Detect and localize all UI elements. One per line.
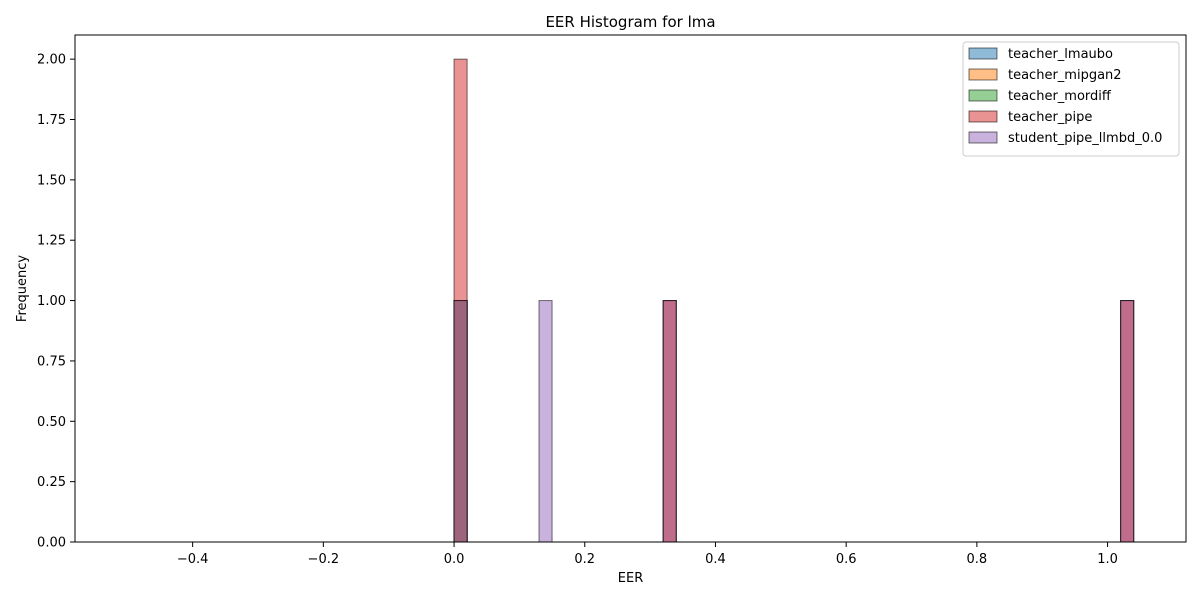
y-axis-label: Frequency — [15, 255, 30, 322]
y-ticks: 0.00 0.25 0.50 0.75 1.00 1.25 1.50 1.75 2.00 — [37, 53, 75, 551]
y-tick-label: 1.00 — [37, 294, 66, 309]
x-tick-label: 1.0 — [1097, 552, 1118, 567]
x-tick-label: 0.2 — [574, 552, 595, 567]
legend-swatch-teacher_mordiff — [968, 89, 998, 102]
bar-student_pipe_llmbd_0.0-2 — [662, 300, 677, 543]
x-tick-label: 0.8 — [967, 552, 988, 567]
legend-swatch-teacher_lmaubo — [968, 47, 998, 60]
y-tick-label: 0.00 — [37, 536, 66, 551]
chart-title: EER Histogram for lma — [545, 13, 715, 31]
bar-student_pipe_llmbd_0.0-3 — [1120, 300, 1135, 543]
y-tick-label: 1.50 — [37, 173, 66, 188]
legend-swatch-teacher_mipgan2 — [968, 68, 998, 81]
x-tick-label: 0.4 — [705, 552, 726, 567]
legend-swatch-teacher_pipe — [968, 110, 998, 123]
y-tick-label: 0.75 — [37, 354, 66, 369]
x-axis-label: EER — [618, 571, 643, 586]
legend-label-teacher_pipe: teacher_pipe — [1008, 110, 1092, 125]
y-tick-label: 0.50 — [37, 415, 66, 430]
y-tick-label: 1.75 — [37, 113, 66, 128]
legend-label-student_pipe_llmbd_0.0: student_pipe_llmbd_0.0 — [1008, 131, 1162, 146]
legend-frame — [962, 41, 1180, 157]
bar-student_pipe_llmbd_0.0-1 — [538, 300, 553, 543]
legend-label-teacher_mordiff: teacher_mordiff — [1008, 89, 1112, 104]
x-tick-label: 0.6 — [836, 552, 857, 567]
y-tick-label: 0.25 — [37, 475, 66, 490]
bar-student_pipe_llmbd_0.0-0 — [453, 300, 468, 543]
legend-label-teacher_mipgan2: teacher_mipgan2 — [1008, 68, 1122, 83]
y-tick-label: 2.00 — [37, 53, 66, 68]
x-tick-label: −0.4 — [177, 552, 209, 567]
x-tick-label: 0.0 — [444, 552, 465, 567]
legend-label-teacher_lmaubo: teacher_lmaubo — [1008, 47, 1113, 62]
legend: teacher_lmaubo teacher_mipgan2 teacher_mor… — [962, 41, 1180, 157]
x-ticks: −0.4 −0.2 0.0 0.2 0.4 0.6 0.8 1.0 — [177, 542, 1118, 567]
y-tick-label: 1.25 — [37, 234, 66, 249]
axes-frame — [74, 34, 1187, 543]
x-tick-label: −0.2 — [308, 552, 340, 567]
legend-swatch-student_pipe_llmbd_0.0 — [968, 131, 998, 144]
